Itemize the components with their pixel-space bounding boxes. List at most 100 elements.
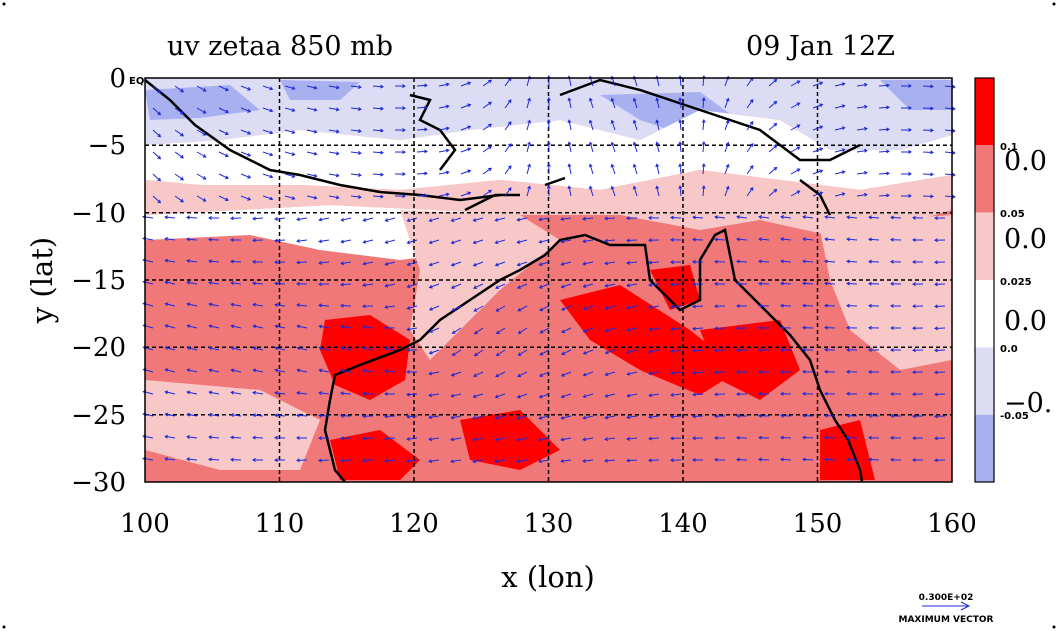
wind-arrow xyxy=(560,459,572,464)
wind-arrow xyxy=(678,163,683,175)
wind-arrow xyxy=(692,304,704,309)
wind-arrow xyxy=(196,195,207,202)
wind-arrow xyxy=(846,369,858,374)
wind-arrow xyxy=(516,459,528,464)
colorbar-swatch xyxy=(975,347,994,415)
wind-arrow xyxy=(406,369,418,374)
wind-arrow xyxy=(174,85,184,93)
wind-arrow xyxy=(306,107,318,112)
wind-arrow xyxy=(517,305,528,312)
wind-arrow xyxy=(934,370,946,375)
wind-arrow xyxy=(340,391,352,396)
chart-title: uv zetaa 850 mb xyxy=(167,31,393,62)
wind-arrow xyxy=(567,163,572,175)
wind-arrow xyxy=(824,413,836,418)
wind-arrow xyxy=(494,239,506,245)
wind-arrow xyxy=(428,393,440,398)
wind-arrow xyxy=(218,173,229,180)
wind-arrow xyxy=(296,239,308,243)
wind-arrow xyxy=(328,195,340,200)
wind-arrow xyxy=(262,107,274,113)
wind-arrow xyxy=(460,125,472,131)
wind-arrow xyxy=(372,84,384,89)
wind-arrow xyxy=(240,129,252,135)
wind-arrow xyxy=(362,368,374,373)
wind-arrow xyxy=(604,371,616,377)
wind-arrow xyxy=(868,281,880,286)
wind-arrow xyxy=(648,458,660,463)
wind-arrow xyxy=(306,129,318,134)
wind-arrow xyxy=(384,346,396,351)
wind-arrow xyxy=(868,325,880,330)
wind-arrow xyxy=(196,85,207,92)
wind-arrow xyxy=(274,413,286,418)
wind-arrow xyxy=(560,393,572,399)
wind-arrow xyxy=(736,326,748,331)
wind-arrow xyxy=(474,327,484,335)
wind-arrow xyxy=(516,261,528,267)
wind-arrow xyxy=(758,215,770,219)
wind-arrow xyxy=(516,283,528,289)
wind-arrow xyxy=(240,85,252,91)
x-axis-label: x (lon) xyxy=(501,560,595,594)
wind-arrow xyxy=(670,327,682,332)
wind-arrow xyxy=(164,324,176,329)
wind-arrow xyxy=(604,437,616,442)
x-tick-label: 120 xyxy=(389,509,439,539)
y-axis: 0 EQ −5 −10 −15 −20 −25 −30 xyxy=(71,64,144,498)
wind-arrow xyxy=(230,390,242,395)
wind-arrow xyxy=(538,239,550,244)
wind-arrow xyxy=(790,80,801,87)
wind-arrow xyxy=(802,237,814,242)
wind-arrow xyxy=(758,413,770,418)
wind-arrow xyxy=(340,261,352,266)
wind-arrow xyxy=(588,185,594,197)
wind-arrow xyxy=(416,83,428,88)
wind-arrow xyxy=(450,239,462,245)
wind-arrow xyxy=(460,169,472,175)
wind-arrow xyxy=(482,145,492,153)
wind-arrow xyxy=(846,259,858,264)
y-tick-label: −25 xyxy=(71,401,126,431)
wind-arrow xyxy=(438,170,450,175)
wind-arrow xyxy=(604,393,616,398)
wind-arrow xyxy=(362,414,374,419)
wind-arrow xyxy=(670,436,682,441)
wind-arrow xyxy=(846,215,858,220)
shaded-region xyxy=(880,80,952,110)
wind-arrow xyxy=(495,283,506,289)
wind-arrow xyxy=(944,150,956,155)
wind-arrow xyxy=(526,163,531,175)
wind-arrow xyxy=(340,239,352,244)
wind-arrow xyxy=(746,143,754,153)
wind-arrow xyxy=(780,435,792,440)
wind-arrow xyxy=(164,215,176,220)
wind-arrow xyxy=(164,390,176,395)
wind-arrow xyxy=(900,149,912,154)
wind-arrow xyxy=(516,217,528,222)
wind-arrow xyxy=(428,437,440,442)
wind-arrow xyxy=(186,368,198,373)
wind-arrow xyxy=(846,303,858,308)
wind-arrow xyxy=(494,393,506,399)
wind-arrow xyxy=(648,327,660,332)
wind-arrow xyxy=(912,414,924,419)
wind-arrow xyxy=(922,172,934,177)
wind-arrow xyxy=(546,97,551,109)
wind-arrow xyxy=(174,129,184,137)
wind-arrow xyxy=(473,349,484,357)
wind-arrow xyxy=(208,280,220,285)
wind-arrow xyxy=(274,458,286,463)
wind-arrow xyxy=(655,119,660,131)
wind-arrow xyxy=(582,415,594,420)
wind-arrow xyxy=(350,195,362,199)
wind-arrow xyxy=(582,305,594,311)
wind-arrow xyxy=(296,303,308,308)
wind-arrow xyxy=(186,435,198,439)
wind-arrow xyxy=(812,191,824,197)
wind-arrow xyxy=(372,172,384,177)
wind-arrow xyxy=(208,390,220,395)
wind-arrow xyxy=(208,324,220,329)
x-tick-label: 130 xyxy=(524,509,574,539)
wind-arrow xyxy=(758,303,770,308)
